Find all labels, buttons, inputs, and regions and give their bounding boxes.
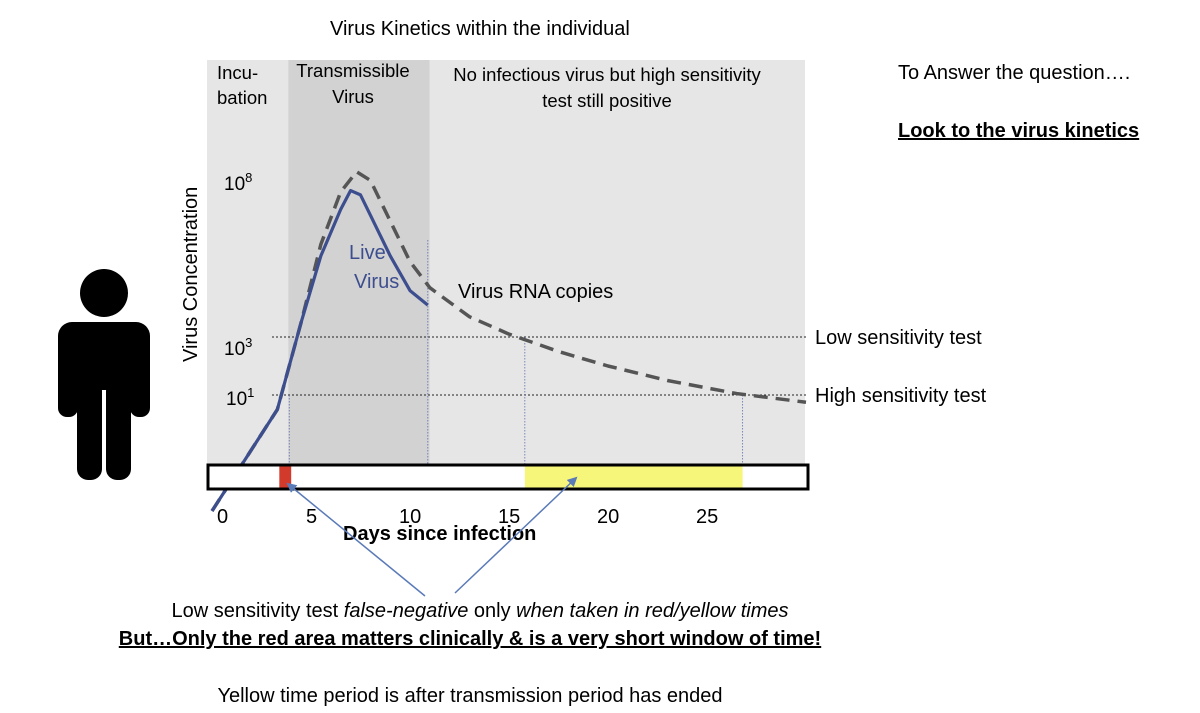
live-virus-label: Virus: [354, 271, 399, 293]
live-virus-label: Live: [349, 242, 386, 264]
phase-label: Virus: [332, 86, 374, 107]
time-bar: [206, 463, 810, 491]
person-silhouette-icon: [58, 269, 150, 480]
phase-label: Transmissible: [296, 60, 409, 81]
footer-text: only: [468, 600, 517, 622]
phase-region: [288, 60, 430, 465]
y-tick-label: 103: [224, 335, 252, 360]
y-axis-title: Virus Concentration: [180, 187, 202, 362]
footer-italic-text: false-negative: [343, 600, 469, 622]
threshold-lines: [272, 240, 808, 465]
phase-label: test still positive: [542, 90, 672, 111]
x-tick-label: 10: [399, 506, 421, 528]
footer-line-2: But…Only the red area matters clinically…: [118, 628, 822, 650]
y-tick-exponent: 3: [245, 335, 252, 350]
chart-title: Virus Kinetics within the individual: [330, 18, 630, 40]
series-lines: [210, 169, 807, 512]
footer-line-3: Yellow time period is after transmission…: [217, 685, 723, 707]
x-axis-title: Days since infection: [343, 523, 536, 545]
phase-label: bation: [217, 87, 267, 108]
x-tick-label: 0: [217, 506, 228, 528]
yellow-window: [524, 466, 743, 488]
phase-region: [429, 60, 805, 465]
threshold-label: Low sensitivity test: [815, 327, 982, 349]
chart-labels: Low sensitivity test High sensitivity tes…: [180, 60, 987, 545]
time-bar-border: [206, 463, 810, 491]
y-tick-label: 108: [224, 170, 252, 195]
phase-region: [207, 60, 289, 465]
footer-text: Low sensitivity test: [171, 600, 344, 622]
y-tick-base: 10: [224, 174, 245, 195]
y-tick-base: 10: [226, 389, 247, 410]
threshold-label: High sensitivity test: [815, 385, 987, 407]
y-tick-exponent: 1: [247, 385, 254, 400]
phase-label: Incu-: [217, 62, 258, 83]
red-window: [279, 466, 292, 488]
x-tick-label: 20: [597, 506, 619, 528]
footer-line-1: Low sensitivity test false-negative only…: [0, 600, 960, 623]
rna-copies-line: [210, 169, 807, 512]
phase-label: No infectious virus but high sensitivity: [453, 64, 761, 85]
x-tick-label: 15: [498, 506, 520, 528]
pointer-arrows: [286, 476, 578, 597]
footer-italic-text: when taken in red/yellow times: [516, 600, 789, 622]
y-tick-exponent: 8: [245, 170, 252, 185]
side-note: To Answer the question….: [898, 62, 1131, 84]
side-link: Look to the virus kinetics: [898, 120, 1140, 142]
phase-backgrounds: [207, 60, 805, 465]
x-tick-label: 5: [306, 506, 317, 528]
y-tick-label: 101: [226, 385, 254, 410]
arrow-to-yellow-window: [454, 476, 578, 594]
rna-copies-label: Virus RNA copies: [458, 281, 613, 303]
x-tick-label: 25: [696, 506, 718, 528]
arrow-to-red-window: [286, 482, 426, 597]
y-tick-base: 10: [224, 339, 245, 360]
live-virus-line: [210, 188, 429, 512]
